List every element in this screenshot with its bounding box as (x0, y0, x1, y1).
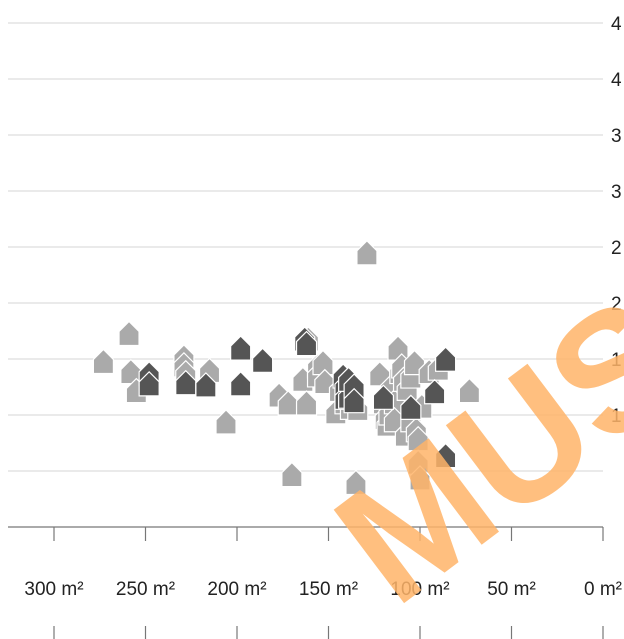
x-tick-label: 150 m² (299, 579, 358, 600)
y-tick-label: 1 (611, 350, 622, 371)
y-tick-label: 4 (611, 14, 622, 35)
data-point (387, 335, 409, 361)
data-point (277, 390, 299, 416)
data-point (435, 346, 457, 372)
data-points (92, 239, 481, 496)
x-tick-label: 50 m² (487, 579, 536, 600)
y-tick-label: 3 (611, 126, 622, 147)
data-point (424, 378, 446, 405)
data-point (372, 384, 394, 410)
data-point (409, 465, 431, 491)
y-tick-label: 2 (611, 294, 622, 315)
x-axis: 300 m² 250 m² 200 m² 150 m² 100 m² 50 m² 0 m² (8, 526, 622, 639)
data-point (295, 330, 318, 357)
data-point (215, 409, 237, 435)
data-point (230, 371, 252, 397)
y-tick-label: 3 (611, 182, 622, 203)
data-point (345, 469, 367, 496)
x-tick-label: 0 m² (584, 579, 622, 600)
y-tick-label: 2 (611, 238, 622, 259)
data-point (230, 335, 252, 361)
data-point (252, 347, 274, 373)
data-point (118, 320, 140, 347)
data-point (281, 461, 303, 488)
data-point (92, 348, 115, 375)
data-point (195, 372, 217, 398)
y-tick-label: 1 (611, 406, 622, 427)
x-tick-label: 300 m² (24, 579, 83, 600)
x-tick-label: 100 m² (390, 579, 449, 600)
data-point (407, 425, 429, 452)
x-tick-label: 250 m² (116, 579, 175, 600)
data-point (435, 442, 457, 469)
x-tick-label: 200 m² (207, 579, 266, 600)
data-point (295, 390, 318, 416)
data-point (356, 239, 378, 266)
data-point (343, 387, 365, 414)
data-point (400, 394, 422, 420)
data-point (138, 371, 160, 397)
data-point (175, 369, 197, 396)
y-tick-label: 4 (611, 70, 622, 91)
y-tick-labels: 1 1 2 2 3 3 4 4 (611, 14, 622, 427)
data-point (458, 377, 481, 404)
